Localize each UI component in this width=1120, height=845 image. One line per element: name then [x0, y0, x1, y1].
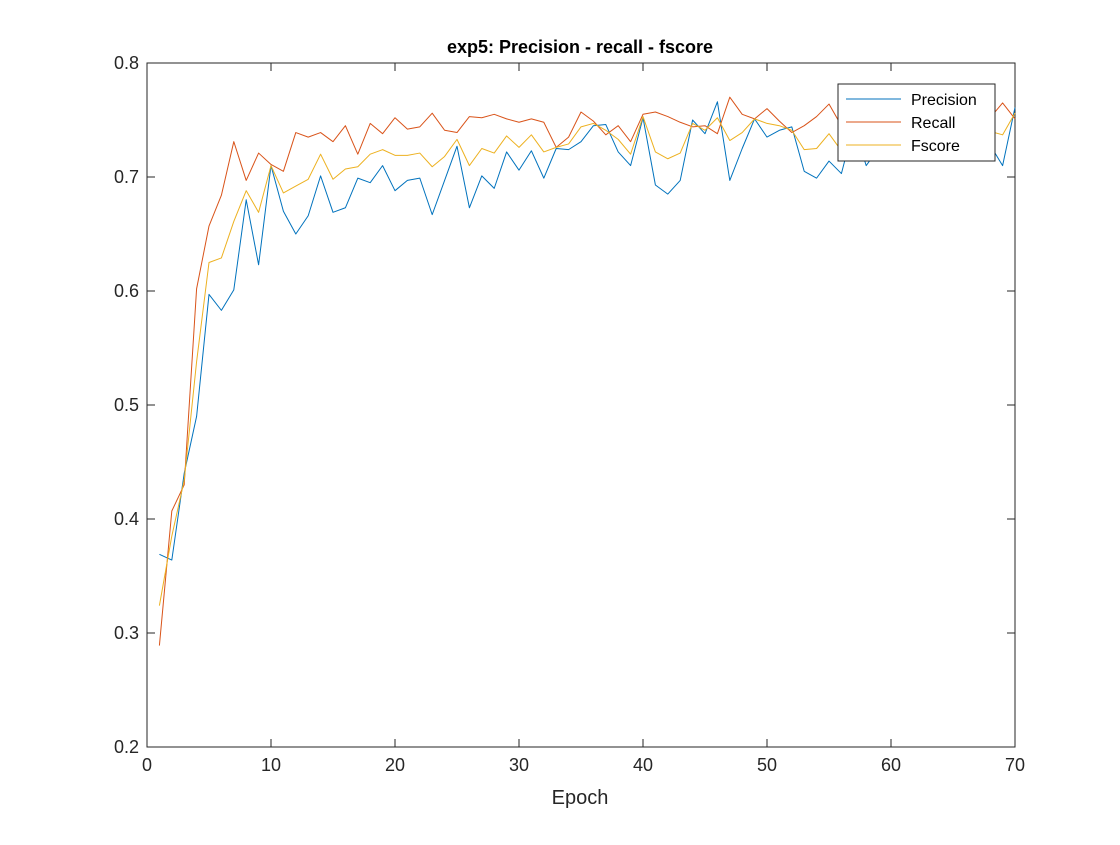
x-tick-label: 50	[757, 755, 777, 775]
y-tick-label: 0.6	[114, 281, 139, 301]
x-tick-label: 30	[509, 755, 529, 775]
x-tick-label: 20	[385, 755, 405, 775]
x-tick-label: 40	[633, 755, 653, 775]
chart-title: exp5: Precision - recall - fscore	[447, 37, 713, 57]
x-tick-label: 0	[142, 755, 152, 775]
legend-label-precision: Precision	[911, 92, 977, 109]
legend-label-fscore: Fscore	[911, 138, 960, 155]
axes: 0 10 20 30 40 50 60 70 0.2 0.3 0.4 0.5 0.6 0.7 0.8	[114, 53, 1025, 775]
x-tick-label: 70	[1005, 755, 1025, 775]
x-tick-label: 10	[261, 755, 281, 775]
legend: Precision Recall Fscore	[837, 83, 996, 162]
y-tick-label: 0.2	[114, 737, 139, 757]
y-tick-label: 0.5	[114, 395, 139, 415]
x-axis-label: Epoch	[552, 787, 609, 809]
legend-label-recall: Recall	[911, 115, 955, 132]
y-tick-label: 0.7	[114, 167, 139, 187]
y-tick-label: 0.4	[114, 509, 139, 529]
y-tick-label: 0.3	[114, 623, 139, 643]
y-tick-label: 0.8	[114, 53, 139, 73]
x-tick-label: 60	[881, 755, 901, 775]
